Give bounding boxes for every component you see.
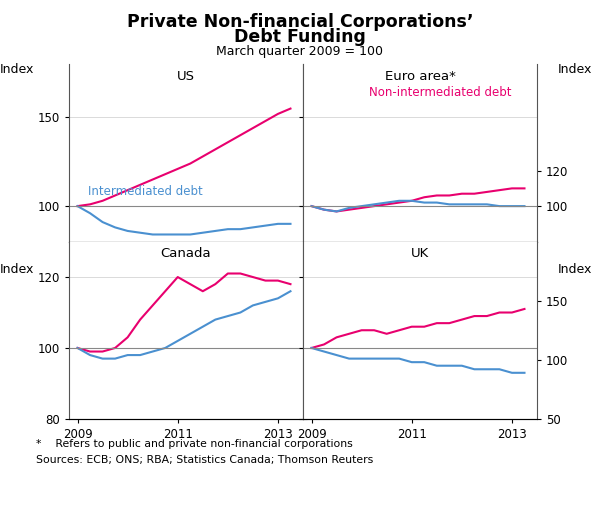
Text: US: US <box>177 69 195 83</box>
Text: Debt Funding: Debt Funding <box>234 28 366 46</box>
Text: *    Refers to public and private non-financial corporations: * Refers to public and private non-finan… <box>36 439 353 449</box>
Text: Private Non-financial Corporations’: Private Non-financial Corporations’ <box>127 13 473 31</box>
Text: Euro area*: Euro area* <box>385 69 455 83</box>
Text: Index: Index <box>0 63 34 76</box>
Text: Sources: ECB; ONS; RBA; Statistics Canada; Thomson Reuters: Sources: ECB; ONS; RBA; Statistics Canad… <box>36 455 373 465</box>
Text: March quarter 2009 = 100: March quarter 2009 = 100 <box>217 45 383 58</box>
Text: Index: Index <box>558 63 592 76</box>
Text: Intermediated debt: Intermediated debt <box>88 185 202 198</box>
Text: UK: UK <box>411 247 429 260</box>
Text: Canada: Canada <box>161 247 211 260</box>
Text: Non-intermediated debt: Non-intermediated debt <box>368 85 511 99</box>
Text: Index: Index <box>0 263 34 277</box>
Text: Index: Index <box>558 263 592 277</box>
